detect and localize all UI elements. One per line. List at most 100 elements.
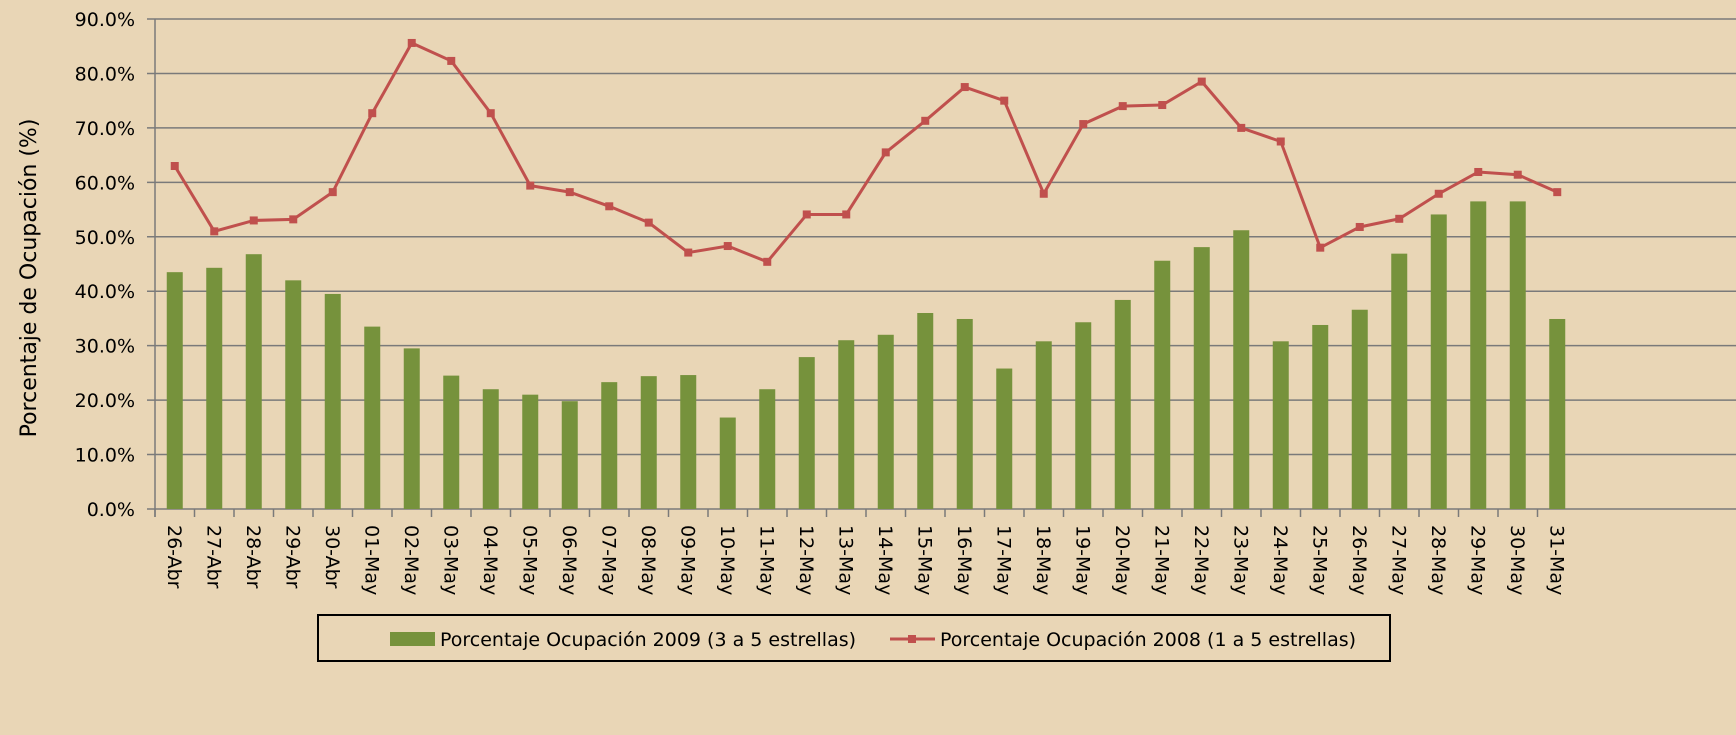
line-marker (763, 258, 771, 266)
x-tick-label: 22-May (1190, 525, 1212, 595)
y-tick-label: 80.0% (75, 63, 135, 85)
bar (562, 401, 578, 509)
line-marker (1316, 244, 1324, 252)
bar (483, 389, 499, 509)
bar (996, 369, 1012, 509)
y-tick-label: 20.0% (75, 390, 135, 412)
y-tick-label: 60.0% (75, 172, 135, 194)
legend-label: Porcentaje Ocupación 2008 (1 a 5 estrell… (940, 629, 1356, 651)
chart: Porcentaje de Ocupación (%) 0.0%10.0%20.… (0, 0, 1736, 731)
legend-label: Porcentaje Ocupación 2009 (3 a 5 estrell… (440, 629, 856, 651)
x-tick-label: 15-May (913, 525, 935, 595)
bar (1391, 254, 1407, 509)
x-tick-label: 04-May (479, 525, 501, 595)
x-tick-label: 09-May (676, 525, 698, 595)
bar (641, 376, 657, 509)
y-tick-label: 40.0% (75, 281, 135, 303)
line-marker (487, 109, 495, 117)
bar (404, 348, 420, 509)
line-marker (1119, 102, 1127, 110)
y-tick-label: 50.0% (75, 227, 135, 249)
line-marker (329, 188, 337, 196)
line-marker (171, 162, 179, 170)
bar (1312, 325, 1328, 509)
bar (759, 389, 775, 509)
x-tick-label: 01-May (360, 525, 382, 595)
bar (443, 376, 459, 509)
bar (1470, 201, 1486, 509)
line-marker (1553, 188, 1561, 196)
bar (601, 382, 617, 509)
bar (246, 254, 262, 509)
y-axis-label: Porcentaje de Ocupación (%) (17, 119, 42, 438)
x-tick-label: 05-May (518, 525, 540, 595)
bar (522, 395, 538, 509)
line-marker (1514, 171, 1522, 179)
x-tick-label: 06-May (558, 525, 580, 595)
line-marker (645, 219, 653, 227)
bar (720, 418, 736, 509)
line-marker (724, 242, 732, 250)
x-tick-label: 25-May (1308, 525, 1330, 595)
x-tick-label: 28-May (1427, 525, 1449, 595)
bar (838, 340, 854, 509)
x-tick-label: 19-May (1071, 525, 1093, 595)
line-marker (684, 249, 692, 257)
x-tick-label: 30-Abr (321, 525, 343, 589)
x-tick-label: 16-May (953, 525, 975, 595)
x-tick-label: 12-May (795, 525, 817, 595)
line-marker (1356, 223, 1364, 231)
legend-swatch (908, 635, 916, 643)
line-marker (803, 210, 811, 218)
bar (799, 357, 815, 509)
x-tick-label: 10-May (716, 525, 738, 595)
line-marker (1395, 215, 1403, 223)
bar (1510, 201, 1526, 509)
bar (1115, 300, 1131, 509)
line-marker (1198, 78, 1206, 86)
line-marker (566, 188, 574, 196)
line-marker (1435, 190, 1443, 198)
bar (1233, 230, 1249, 509)
line-marker (289, 215, 297, 223)
bar (917, 313, 933, 509)
bar (957, 319, 973, 509)
y-tick-label: 90.0% (75, 9, 135, 31)
x-tick-label: 03-May (439, 525, 461, 595)
line-marker (1000, 97, 1008, 105)
line-marker (1079, 120, 1087, 128)
bar (1194, 247, 1210, 509)
y-tick-label: 30.0% (75, 336, 135, 358)
line-marker (1158, 101, 1166, 109)
bar (878, 335, 894, 509)
x-tick-label: 08-May (637, 525, 659, 595)
bar (680, 375, 696, 509)
bar (167, 272, 183, 509)
line (175, 43, 1558, 262)
line-marker (526, 182, 534, 190)
x-tick-label: 26-May (1348, 525, 1370, 595)
x-tick-label: 02-May (400, 525, 422, 595)
bar (206, 268, 222, 509)
line-marker (605, 202, 613, 210)
x-tick-label: 27-May (1387, 525, 1409, 595)
bar (1549, 319, 1565, 509)
bar (285, 280, 301, 509)
bar (1431, 214, 1447, 509)
bar (1352, 310, 1368, 509)
line-marker (1474, 168, 1482, 176)
line-marker (842, 210, 850, 218)
x-tick-label: 29-May (1466, 525, 1488, 595)
line-marker (1277, 138, 1285, 146)
line-marker (250, 216, 258, 224)
line-marker (447, 57, 455, 65)
x-tick-label: 14-May (874, 525, 896, 595)
x-tick-label: 29-Abr (281, 525, 303, 589)
line-marker (961, 83, 969, 91)
x-tick-label: 17-May (992, 525, 1014, 595)
x-tick-label: 24-May (1269, 525, 1291, 595)
bar (364, 327, 380, 509)
line-marker (882, 148, 890, 156)
x-tick-label: 21-May (1150, 525, 1172, 595)
y-tick-label: 10.0% (75, 445, 135, 467)
